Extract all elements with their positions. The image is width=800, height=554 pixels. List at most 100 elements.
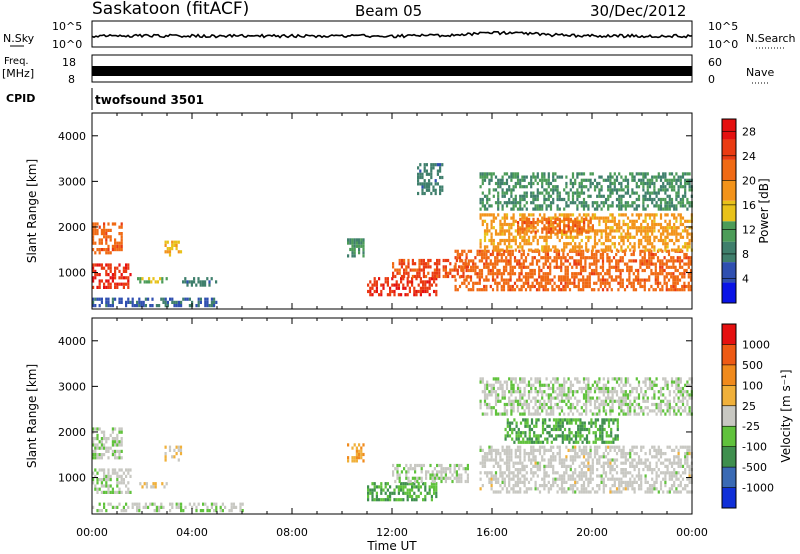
- velocity-cell: [686, 461, 689, 465]
- velocity-cell: [150, 485, 153, 489]
- velocity-cell: [549, 402, 553, 407]
- power-cell: [640, 238, 643, 243]
- power-cell: [549, 281, 552, 285]
- power-cell: [469, 249, 473, 253]
- power-cell: [552, 230, 555, 234]
- power-cell: [684, 229, 687, 233]
- power-cell: [461, 252, 464, 257]
- velocity-cell: [563, 490, 566, 494]
- power-cell: [673, 185, 676, 189]
- velocity-cell: [557, 434, 560, 438]
- velocity-cell: [505, 402, 509, 407]
- velocity-cell: [392, 473, 395, 477]
- velocity-cell: [415, 485, 418, 489]
- velocity-cell: [563, 474, 566, 478]
- power-cell: [571, 197, 575, 202]
- power-cell: [655, 175, 658, 179]
- velocity-cell: [684, 487, 687, 491]
- velocity-cell: [442, 467, 445, 471]
- power-cell: [491, 262, 495, 266]
- power-cell: [465, 275, 468, 279]
- power-cell: [631, 188, 634, 192]
- power-cell: [653, 175, 656, 179]
- power-cell: [596, 204, 599, 208]
- power-cell: [514, 197, 517, 202]
- power-cell: [512, 213, 515, 217]
- power-cell: [574, 229, 577, 233]
- velocity-cell: [230, 502, 233, 506]
- power-cell: [486, 197, 489, 202]
- power-cell: [425, 163, 428, 167]
- power-cell: [677, 188, 680, 192]
- power-cell: [362, 247, 365, 252]
- velocity-cell: [604, 471, 608, 475]
- power-cell: [485, 256, 488, 260]
- power-cell: [105, 228, 108, 232]
- power-cell: [585, 248, 588, 252]
- velocity-cell: [582, 490, 586, 494]
- velocity-cell: [400, 488, 403, 492]
- velocity-cell: [565, 380, 568, 384]
- power-cell: [479, 242, 482, 246]
- velocity-cell: [576, 452, 579, 456]
- velocity-cell: [598, 458, 601, 462]
- velocity-cell: [596, 386, 599, 391]
- power-cell: [589, 217, 592, 221]
- velocity-cell: [653, 487, 656, 491]
- power-cell: [98, 279, 101, 283]
- power-cell: [577, 278, 580, 282]
- velocity-cell: [512, 474, 515, 478]
- velocity-cell: [136, 502, 139, 506]
- power-cell: [564, 272, 567, 276]
- velocity-cell: [506, 418, 509, 422]
- velocity-cell: [626, 471, 630, 475]
- power-cell: [545, 197, 548, 202]
- velocity-cell: [438, 476, 441, 480]
- velocity-cell: [419, 485, 422, 489]
- power-cell: [584, 278, 587, 282]
- velocity-cell: [593, 399, 597, 403]
- power-cell: [622, 235, 625, 239]
- power-cell: [145, 280, 148, 284]
- power-cell: [96, 228, 99, 232]
- power-cell: [92, 276, 95, 280]
- power-cell: [490, 175, 493, 179]
- velocity-cell: [624, 396, 627, 400]
- velocity-cell: [591, 458, 594, 462]
- velocity-cell: [239, 502, 242, 506]
- power-cell: [460, 274, 463, 279]
- power-cell: [420, 268, 423, 272]
- velocity-cell: [530, 377, 533, 381]
- velocity-cell: [599, 427, 602, 432]
- velocity-cell: [552, 396, 555, 400]
- power-cell: [586, 284, 589, 289]
- power-cell: [608, 262, 611, 266]
- velocity-cell: [576, 474, 579, 478]
- power-colorbar-swatch: [722, 262, 736, 283]
- velocity-cell: [556, 402, 559, 407]
- nave-tick-bottom: 0: [708, 73, 715, 86]
- power-cell: [551, 278, 554, 282]
- power-cell: [677, 238, 680, 243]
- velocity-cell: [510, 412, 513, 416]
- velocity-cell: [611, 490, 614, 494]
- velocity-cell: [574, 437, 578, 441]
- velocity-cell: [659, 480, 663, 484]
- power-cell: [441, 175, 444, 180]
- velocity-cell: [631, 464, 634, 468]
- power-cell: [430, 163, 433, 167]
- velocity-cell: [569, 464, 572, 468]
- velocity-cell: [514, 455, 517, 459]
- velocity-cell: [505, 461, 509, 465]
- power-cell: [423, 169, 426, 173]
- power-cell: [512, 201, 515, 205]
- velocity-cell: [384, 485, 387, 489]
- power-cell: [688, 185, 691, 189]
- power-cell: [114, 222, 117, 226]
- velocity-cell: [549, 487, 553, 491]
- power-cell: [542, 272, 545, 276]
- power-cell: [600, 216, 603, 220]
- power-cell: [609, 229, 612, 233]
- power-cell: [442, 265, 445, 269]
- velocity-cell: [486, 455, 489, 459]
